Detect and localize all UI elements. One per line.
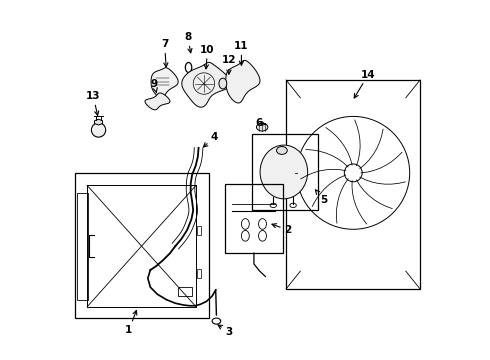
Bar (225, 184, 283, 253)
Bar (286, 158, 295, 187)
Circle shape (92, 123, 106, 137)
Polygon shape (151, 68, 178, 98)
Text: 6: 6 (255, 118, 267, 128)
Text: 13: 13 (86, 91, 100, 115)
Text: 12: 12 (221, 55, 236, 74)
Ellipse shape (259, 219, 267, 229)
Ellipse shape (242, 219, 249, 229)
Text: 9: 9 (150, 78, 157, 93)
Text: 10: 10 (200, 45, 215, 69)
Circle shape (344, 164, 362, 182)
Ellipse shape (270, 203, 276, 207)
Text: 11: 11 (234, 41, 249, 65)
Bar (75, 173, 209, 318)
Ellipse shape (242, 230, 249, 241)
Text: 2: 2 (272, 224, 292, 235)
Ellipse shape (219, 78, 227, 89)
Polygon shape (145, 93, 170, 110)
Bar (178, 287, 193, 296)
Bar (252, 134, 318, 210)
Ellipse shape (290, 203, 296, 207)
Ellipse shape (276, 147, 287, 154)
Bar (77, 193, 88, 300)
Ellipse shape (259, 230, 267, 241)
Ellipse shape (185, 63, 192, 72)
Text: 14: 14 (354, 69, 375, 98)
Text: 5: 5 (316, 190, 327, 204)
Polygon shape (95, 119, 102, 125)
Text: 1: 1 (125, 311, 137, 335)
Bar (286, 80, 420, 289)
Bar (87, 185, 196, 307)
Ellipse shape (256, 123, 268, 131)
Text: 4: 4 (203, 132, 219, 147)
Bar (197, 269, 201, 278)
Ellipse shape (260, 145, 308, 199)
Text: 7: 7 (161, 39, 168, 67)
Bar (197, 226, 201, 235)
Polygon shape (182, 62, 232, 107)
Ellipse shape (212, 318, 220, 324)
Polygon shape (226, 60, 260, 103)
Text: 3: 3 (218, 325, 233, 337)
Text: 8: 8 (184, 32, 192, 53)
